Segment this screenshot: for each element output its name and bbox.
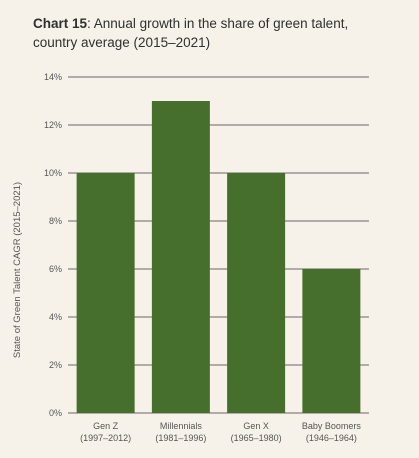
bar-layer — [76, 101, 361, 413]
y-tick-label: 8% — [49, 216, 62, 226]
y-tick-label: 10% — [44, 168, 62, 178]
x-category-range-label: (1946–1964) — [306, 433, 357, 443]
y-axis-label: State of Green Talent CAGR (2015–2021) — [12, 182, 23, 358]
y-tick-label: 4% — [49, 312, 62, 322]
bar — [227, 173, 286, 413]
x-category-label: Millennials — [160, 421, 203, 431]
y-tick-label: 6% — [49, 264, 62, 274]
chart-title-block: Chart 15: Annual growth in the share of … — [33, 14, 403, 52]
x-category-label: Gen Z — [93, 421, 119, 431]
y-tick-label: 14% — [44, 72, 62, 82]
chart-title: : Annual growth in the share of green ta… — [87, 16, 349, 31]
x-category-range-label: (1965–1980) — [231, 433, 282, 443]
x-category-range-label: (1997–2012) — [80, 433, 131, 443]
label-layer: 0% 2% 4% 6% 8% 10% 12% 14% Gen Z (1997–2012) Mille… — [44, 72, 361, 443]
bar — [76, 173, 135, 413]
bar — [151, 101, 210, 413]
chart-title-prefix: Chart 15 — [33, 16, 88, 31]
bar — [302, 269, 361, 413]
x-category-label: Gen X — [243, 421, 269, 431]
y-tick-label: 2% — [49, 360, 62, 370]
chart-subtitle: country average (2015–2021) — [33, 35, 211, 50]
x-category-range-label: (1981–1996) — [155, 433, 206, 443]
x-category-label: Baby Boomers — [302, 421, 362, 431]
y-tick-label: 12% — [44, 120, 62, 130]
y-tick-label: 0% — [49, 408, 62, 418]
